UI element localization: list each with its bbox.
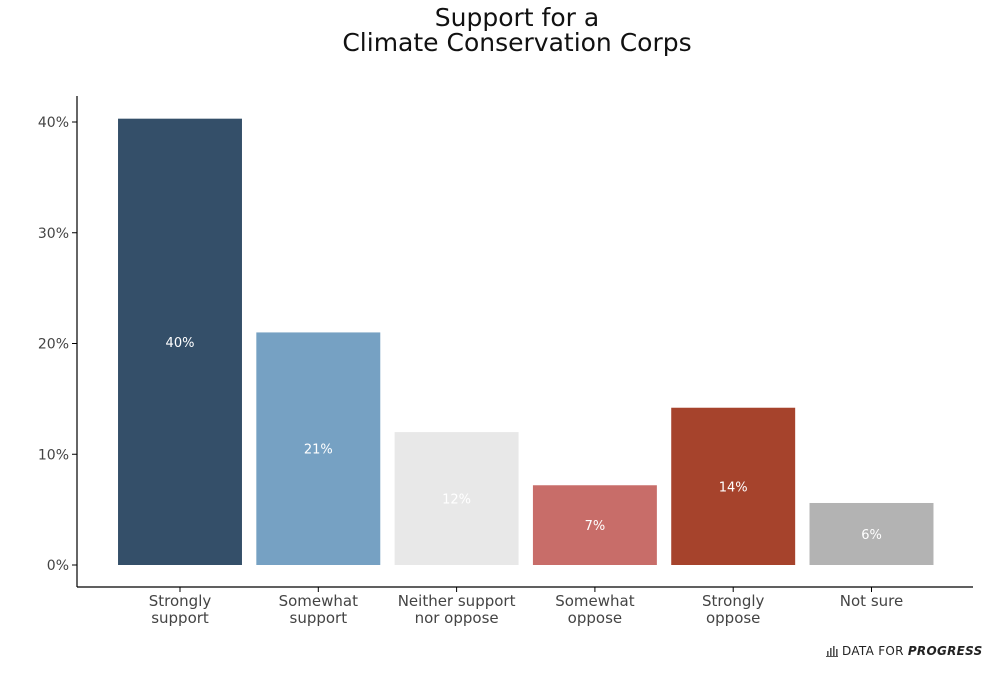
- y-tick-label: 20%: [38, 337, 69, 353]
- x-tick-label: Strongly: [702, 592, 765, 610]
- bar-data-label: 6%: [861, 528, 882, 543]
- x-tick-label: Strongly: [149, 592, 212, 610]
- x-tick-label: support: [151, 609, 209, 627]
- bar-data-label: 12%: [442, 493, 471, 508]
- chart-title-line-1: Support for a: [435, 3, 599, 32]
- x-tick-label: oppose: [568, 609, 622, 627]
- bar: [394, 432, 519, 565]
- bar-data-label: 21%: [304, 443, 333, 458]
- y-tick-label: 0%: [47, 558, 69, 574]
- x-tick-label: support: [290, 609, 348, 627]
- bar-data-labels: 40% 21% 12% 7% 14% 6%: [166, 336, 882, 543]
- bar: [809, 502, 934, 565]
- x-tick-label: nor oppose: [415, 609, 499, 627]
- bar-data-label: 7%: [585, 519, 606, 534]
- y-tick-label: 40%: [38, 115, 69, 131]
- bar-data-label: 40%: [166, 336, 195, 351]
- y-tick-label: 30%: [38, 226, 69, 242]
- bar: [256, 332, 381, 565]
- bar-data-label: 14%: [719, 480, 748, 495]
- x-tick-label: Not sure: [840, 592, 903, 610]
- x-tick-label: Somewhat: [555, 592, 635, 610]
- chart-title: Support for a Climate Conservation Corps: [342, 3, 691, 57]
- bar: [118, 118, 242, 566]
- y-axis-ticks: 0% 10% 20% 30% 40%: [38, 115, 77, 574]
- bar: [671, 407, 796, 565]
- chart-title-line-2: Climate Conservation Corps: [342, 28, 691, 57]
- brand-prefix: DATA FOR: [842, 644, 904, 658]
- brand-footer: DATA FOR PROGRESS: [826, 644, 983, 658]
- bars: [118, 118, 934, 566]
- brand-emphasis: PROGRESS: [908, 644, 983, 658]
- y-tick-label: 10%: [38, 447, 69, 463]
- bar: [532, 485, 657, 565]
- x-tick-label: Neither support: [398, 592, 516, 610]
- x-tick-label: oppose: [706, 609, 760, 627]
- brand-text: DATA FOR PROGRESS: [842, 644, 983, 658]
- x-tick-label: Somewhat: [279, 592, 359, 610]
- bar-chart-icon: [826, 646, 838, 657]
